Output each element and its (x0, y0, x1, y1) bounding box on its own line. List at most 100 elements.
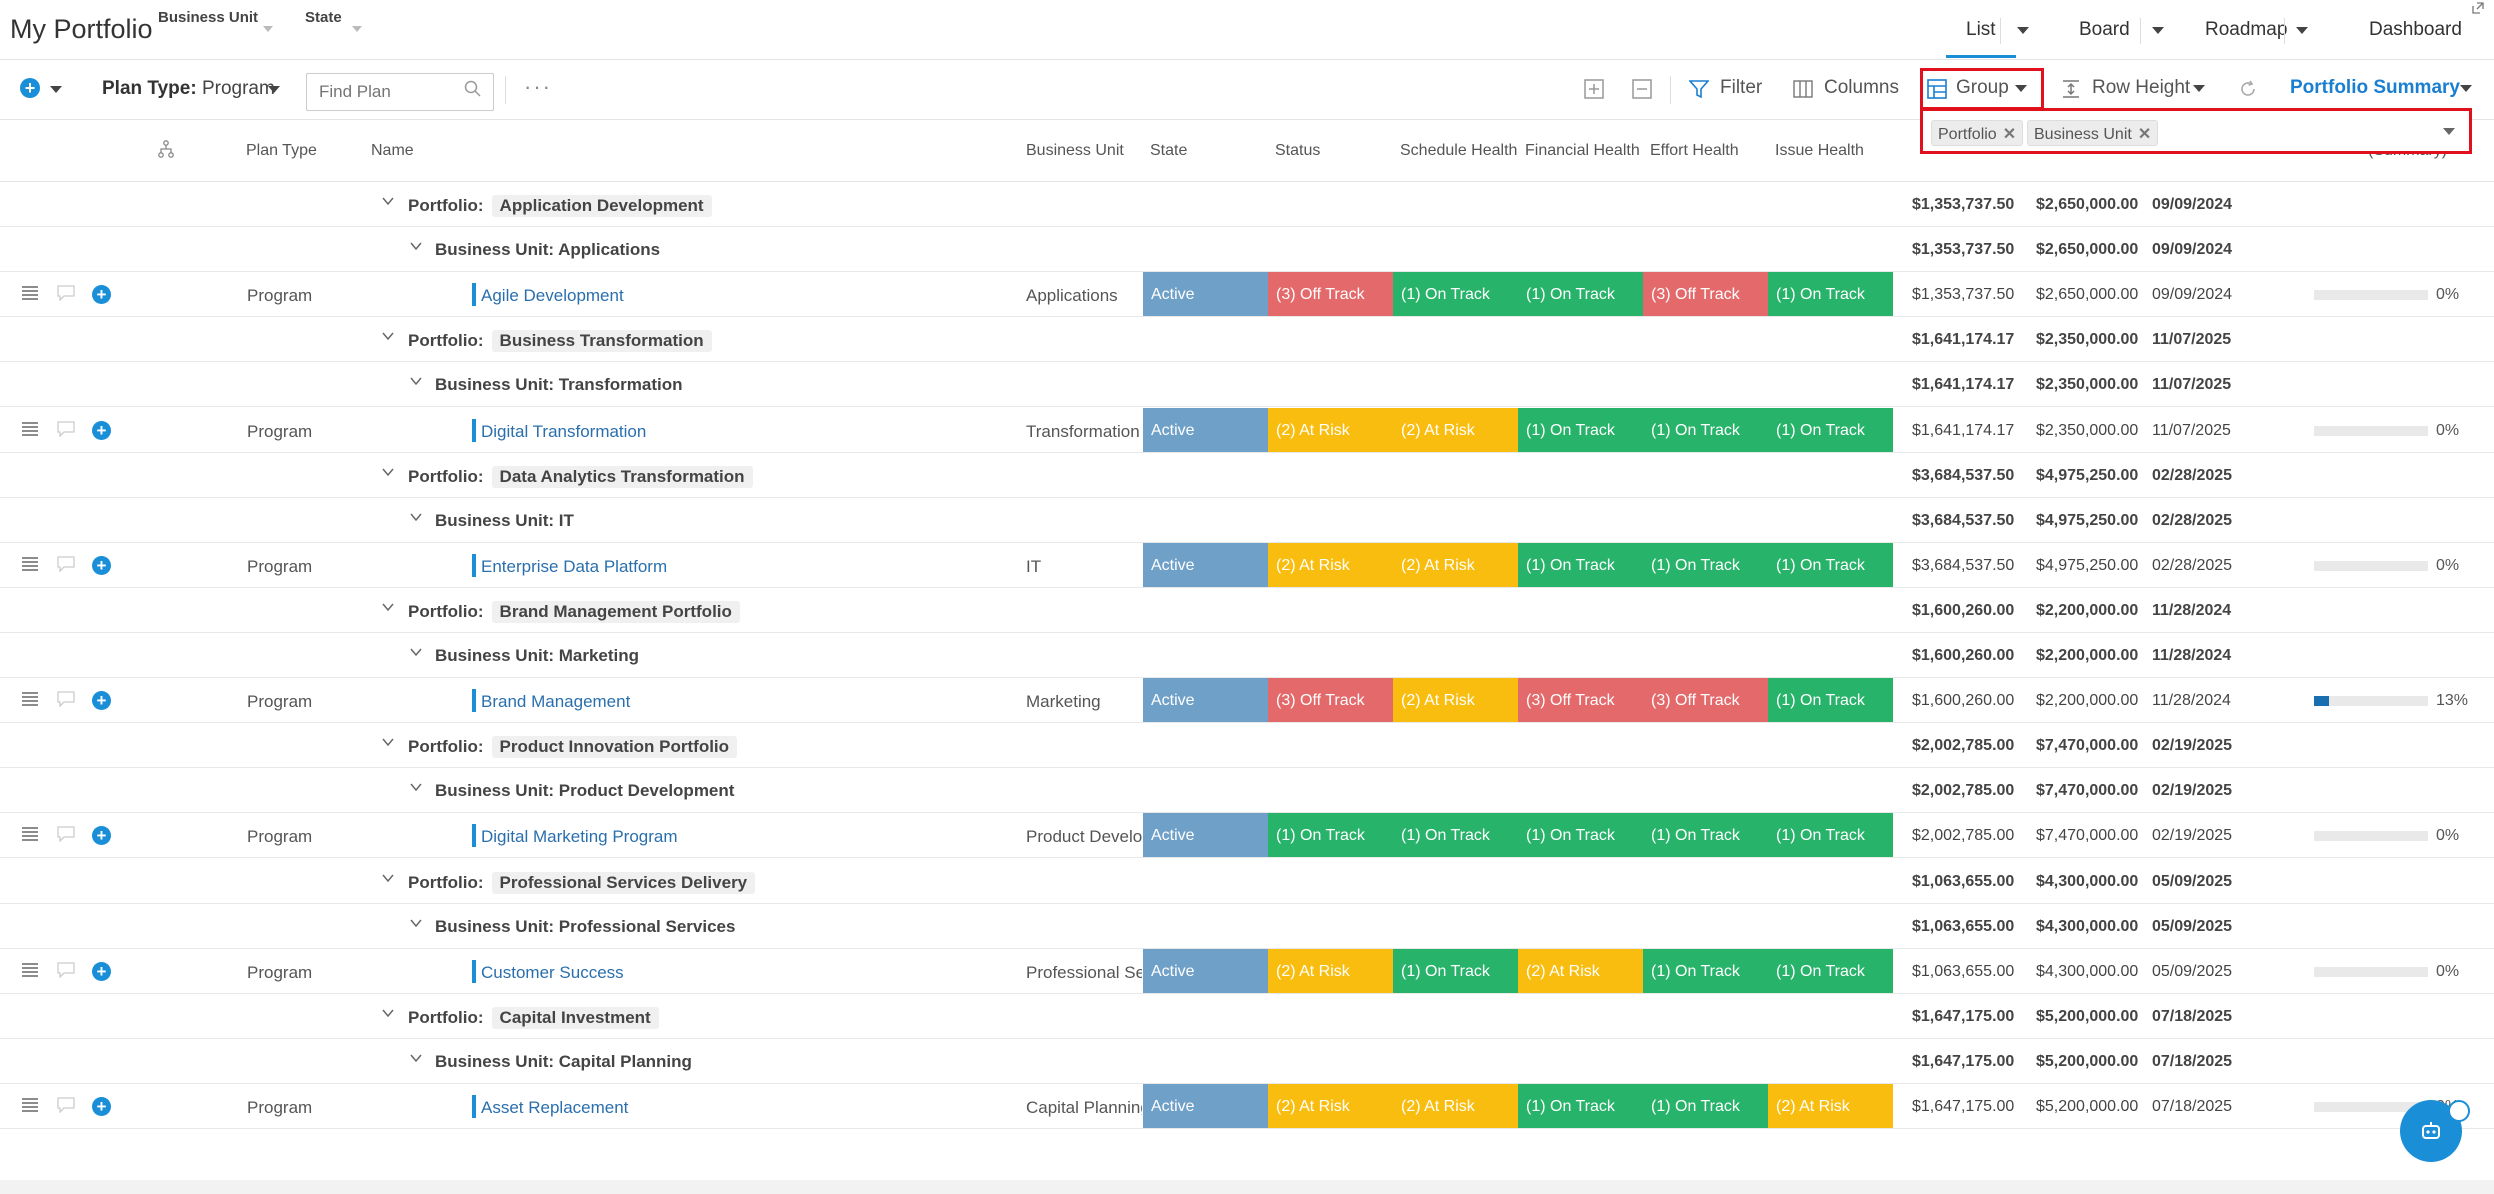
comment-icon[interactable] (57, 962, 75, 978)
add-child-icon[interactable]: + (92, 555, 111, 575)
chevron-down-icon[interactable] (382, 601, 394, 613)
chevron-down-icon[interactable] (2460, 85, 2472, 92)
group-row-business-unit[interactable]: Business Unit: Marketing $1,600,260.00 $2,… (0, 633, 2494, 678)
tab-list[interactable]: List (1946, 19, 2016, 58)
group-row-business-unit[interactable]: Business Unit: Professional Services $1,0… (0, 904, 2494, 949)
chevron-down-icon[interactable] (410, 375, 422, 387)
table-row[interactable]: + Program Customer Success Professional Ser… (0, 948, 2494, 994)
chevron-down-icon[interactable] (50, 86, 62, 93)
remove-icon[interactable]: ✕ (2002, 126, 2017, 143)
drag-handle-icon[interactable] (21, 691, 39, 707)
chevron-down-icon[interactable] (382, 195, 394, 207)
chevron-down-icon[interactable] (382, 466, 394, 478)
add-child-icon[interactable]: + (92, 961, 111, 981)
drag-handle-icon[interactable] (21, 421, 39, 437)
hierarchy-icon[interactable] (158, 140, 174, 158)
group-row-business-unit[interactable]: Business Unit: IT $3,684,537.50 $4,975,250… (0, 498, 2494, 543)
group-chip-business-unit[interactable]: Business Unit ✕ (2027, 120, 2159, 146)
row-height-icon[interactable] (2061, 79, 2081, 99)
group-row-portfolio[interactable]: Portfolio: Product Innovation Portfolio $2… (0, 723, 2494, 769)
group-row-business-unit[interactable]: Business Unit: Applications $1,353,737.50… (0, 227, 2494, 273)
search-icon[interactable] (464, 80, 482, 98)
columns-button[interactable]: Columns (1824, 77, 1899, 98)
state-filter[interactable]: State (305, 9, 342, 26)
comment-icon[interactable] (57, 691, 75, 708)
column-name[interactable]: Name (371, 142, 414, 159)
chevron-down-icon[interactable] (382, 1007, 394, 1019)
remove-icon[interactable]: ✕ (2137, 126, 2152, 143)
refresh-icon[interactable] (2238, 79, 2258, 99)
plan-name-link[interactable]: Enterprise Data Platform (481, 556, 668, 576)
plan-name-link[interactable]: Brand Management (481, 692, 631, 712)
add-child-icon[interactable]: + (92, 285, 111, 305)
group-icon[interactable] (1927, 79, 1947, 99)
more-options-icon[interactable]: ··· (524, 74, 552, 99)
column-schedule-health[interactable]: Schedule Health (1400, 142, 1518, 159)
row-height-button[interactable]: Row Height (2092, 77, 2191, 98)
comment-icon[interactable] (57, 285, 75, 302)
collapse-all-icon[interactable] (1632, 79, 1652, 99)
plan-name-link[interactable]: Digital Transformation (481, 421, 647, 441)
drag-handle-icon[interactable] (21, 1097, 39, 1113)
group-by-dropdown[interactable]: Portfolio ✕ Business Unit ✕ (1920, 108, 2472, 154)
filter-button[interactable]: Filter (1720, 77, 1763, 98)
chevron-down-icon[interactable] (410, 240, 422, 252)
group-row-portfolio[interactable]: Portfolio: Business Transformation $1,641,… (0, 317, 2494, 363)
table-row[interactable]: + Program Enterprise Data Platform IT Active… (0, 542, 2494, 588)
group-row-portfolio[interactable]: Portfolio: Application Development $1,353,… (0, 182, 2494, 227)
drag-handle-icon[interactable] (21, 826, 39, 842)
column-issue-health[interactable]: Issue Health (1775, 142, 1864, 159)
find-plan-input[interactable] (306, 73, 494, 111)
chevron-down-icon[interactable] (410, 511, 422, 523)
group-button[interactable]: Group (1956, 77, 2009, 98)
column-state[interactable]: State (1150, 142, 1188, 159)
group-chip-portfolio[interactable]: Portfolio ✕ (1931, 120, 2024, 146)
group-row-business-unit[interactable]: Business Unit: Capital Planning $1,647,17… (0, 1039, 2494, 1084)
chevron-down-icon[interactable] (410, 1052, 422, 1064)
chevron-down-icon[interactable] (410, 917, 422, 929)
drag-handle-icon[interactable] (21, 556, 39, 572)
add-child-icon[interactable]: + (92, 420, 111, 440)
chevron-down-icon[interactable] (382, 736, 394, 748)
filter-icon[interactable] (1689, 79, 1709, 99)
column-plan-type[interactable]: Plan Type (246, 142, 317, 159)
plan-name-link[interactable]: Digital Marketing Program (481, 827, 678, 847)
chevron-down-icon[interactable] (2015, 85, 2027, 92)
comment-icon[interactable] (57, 826, 75, 843)
chevron-down-icon[interactable] (410, 781, 422, 793)
table-row[interactable]: + Program Digital Marketing Program Product… (0, 813, 2494, 859)
power-icon[interactable] (2448, 1100, 2470, 1122)
group-row-portfolio[interactable]: Portfolio: Professional Services Delivery… (0, 859, 2494, 904)
drag-handle-icon[interactable] (21, 962, 39, 978)
column-effort-health[interactable]: Effort Health (1650, 142, 1739, 159)
column-business-unit[interactable]: Business Unit (1026, 142, 1124, 159)
chevron-down-icon[interactable] (382, 330, 394, 342)
chevron-down-icon[interactable] (2443, 128, 2455, 135)
plan-name-link[interactable]: Customer Success (481, 962, 624, 982)
comment-icon[interactable] (57, 556, 75, 572)
plan-name-link[interactable]: Agile Development (481, 286, 624, 306)
horizontal-scrollbar[interactable] (0, 1180, 2494, 1194)
chevron-down-icon[interactable] (263, 26, 273, 32)
group-row-portfolio[interactable]: Portfolio: Brand Management Portfolio $1,6… (0, 588, 2494, 633)
add-icon[interactable]: + (20, 78, 40, 98)
tab-dashboard[interactable]: Dashboard (2369, 19, 2462, 40)
chevron-down-icon[interactable] (2152, 27, 2164, 34)
business-unit-filter[interactable]: Business Unit (158, 9, 259, 26)
table-row[interactable]: + Program Brand Management Marketing Active(… (0, 678, 2494, 724)
table-row[interactable]: + Program Agile Development Applications Act… (0, 272, 2494, 318)
chevron-down-icon[interactable] (2193, 85, 2205, 92)
chevron-down-icon[interactable] (382, 872, 394, 884)
expand-icon[interactable] (2472, 2, 2484, 14)
chevron-down-icon[interactable] (352, 26, 362, 32)
columns-icon[interactable] (1793, 80, 1813, 98)
group-row-business-unit[interactable]: Business Unit: Product Development $2,002… (0, 768, 2494, 814)
plan-name-link[interactable]: Asset Replacement (481, 1098, 629, 1117)
group-row-business-unit[interactable]: Business Unit: Transformation $1,641,174.… (0, 362, 2494, 408)
comment-icon[interactable] (57, 1097, 75, 1113)
table-row[interactable]: + Program Asset Replacement Capital Plannin… (0, 1084, 2494, 1129)
comment-icon[interactable] (57, 420, 75, 437)
chevron-down-icon[interactable] (410, 646, 422, 658)
tab-roadmap[interactable]: Roadmap (2205, 19, 2288, 40)
drag-handle-icon[interactable] (21, 285, 39, 301)
